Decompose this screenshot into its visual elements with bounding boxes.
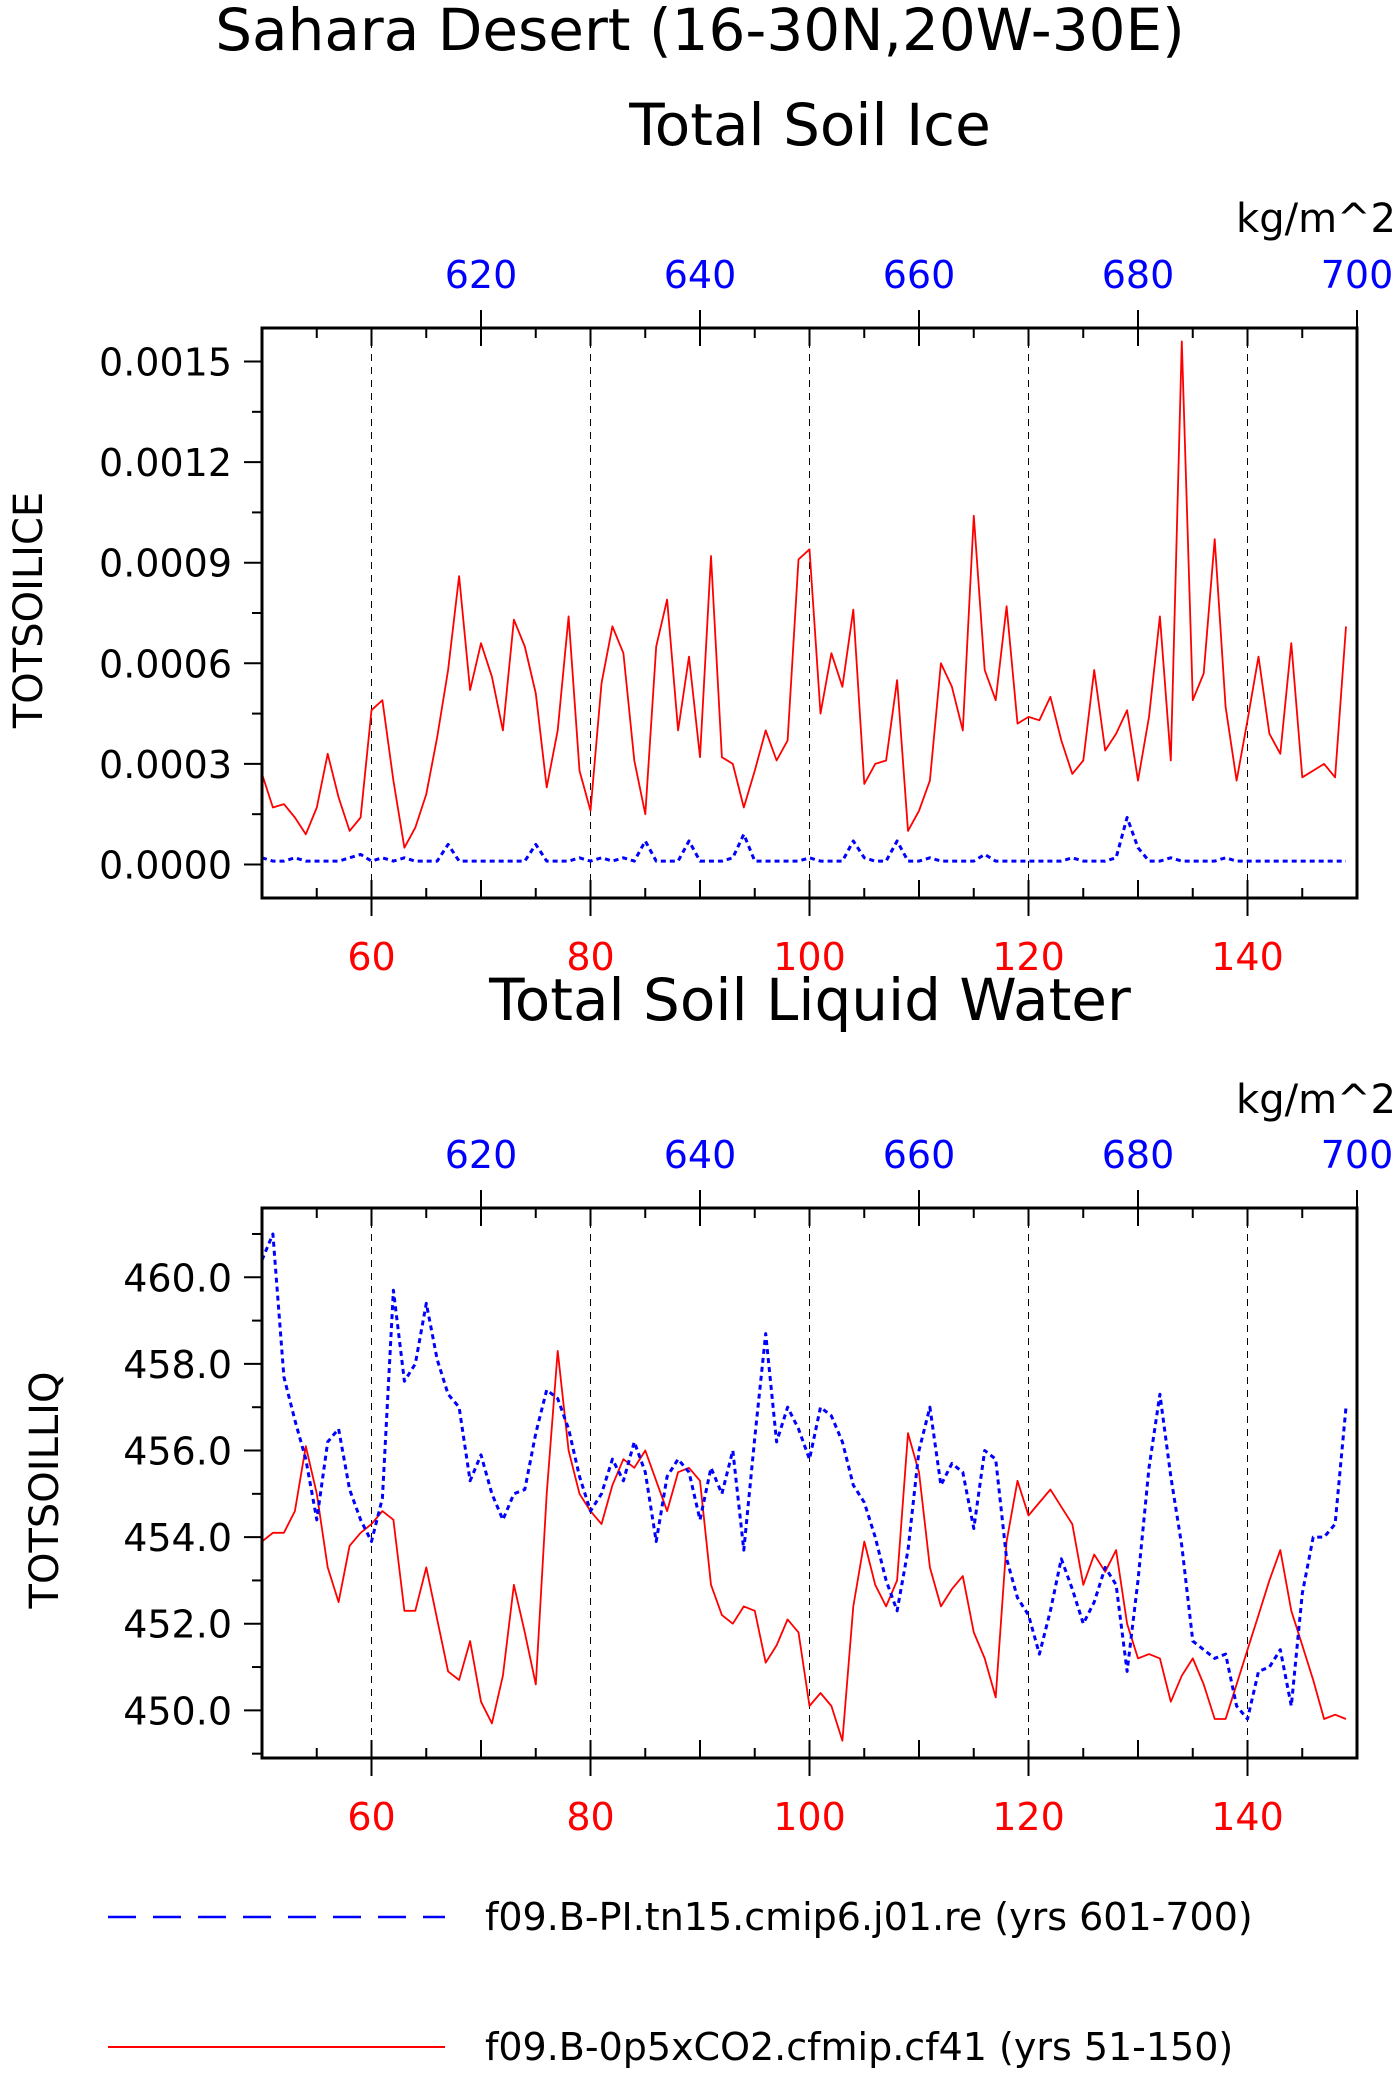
x-bottom-tick-label: 140 [1211,935,1284,979]
x-top-tick-label: 700 [1321,253,1394,297]
y-tick-label: 0.0003 [99,743,232,787]
x-bottom-tick-label: 60 [347,935,395,979]
x-bottom-tick-label: 120 [992,1795,1065,1839]
x-top-tick-label: 620 [445,1133,518,1177]
panel1-plot-frame [260,326,1359,900]
y-tick-label: 454.0 [123,1516,232,1560]
soil-liquid-panel: kg/m^2 TOTSOILLIQ 60 80 100 120 140 620 640 660… [22,1077,1396,1839]
y-tick-label: 450.0 [123,1689,232,1733]
y-tick-label: 456.0 [123,1430,232,1474]
series-line-red [261,340,1347,849]
panel2-plot-frame [260,1206,1359,1760]
x-bottom-tick-label: 80 [566,935,614,979]
x-bottom-tick-label: 80 [566,1795,614,1839]
x-bottom-tick-label: 100 [773,935,846,979]
y-tick-label: 0.0012 [99,441,232,485]
series-line-blue [261,816,1346,863]
panel2-y-axis-label: TOTSOILLIQ [22,1372,68,1610]
x-bottom-tick-label: 60 [347,1795,395,1839]
y-tick-label: 458.0 [123,1343,232,1387]
x-top-tick-label: 700 [1321,1133,1394,1177]
figure-title: Sahara Desert (16-30N,20W-30E) [215,0,1185,64]
y-tick-label: 0.0006 [99,642,232,686]
x-bottom-tick-label: 140 [1211,1795,1284,1839]
x-top-tick-label: 660 [883,1133,956,1177]
panel1-title: Total Soil Ice [628,91,991,159]
y-tick-label: 0.0000 [99,843,232,887]
y-tick-label: 452.0 [123,1603,232,1647]
y-tick-label: 0.0009 [99,542,232,586]
panel1-units-label: kg/m^2 [1236,196,1396,242]
x-bottom-tick-label: 120 [992,935,1065,979]
legend-blue-label: f09.B-PI.tn15.cmip6.j01.re (yrs 601-700) [485,1895,1253,1939]
x-top-tick-label: 640 [664,1133,737,1177]
panel2-title: Total Soil Liquid Water [488,966,1131,1034]
y-tick-label: 460.0 [123,1256,232,1300]
panel2-units-label: kg/m^2 [1236,1077,1396,1123]
panel1-y-axis-label: TOTSOILICE [6,492,52,729]
legend-red-label: f09.B-0p5xCO2.cfmip.cf41 (yrs 51-150) [485,2025,1233,2069]
x-bottom-tick-label: 100 [773,1795,846,1839]
y-tick-label: 0.0015 [99,341,232,385]
x-top-tick-label: 640 [664,253,737,297]
x-top-tick-label: 620 [445,253,518,297]
soil-ice-panel: kg/m^2 TOTSOILICE 60 80 100 120 140 620 640 660… [6,196,1396,979]
x-top-tick-label: 680 [1102,1133,1175,1177]
x-top-tick-label: 660 [883,253,956,297]
series-line-red [261,1350,1347,1742]
series-line-blue [260,1232,1348,1721]
x-top-tick-label: 680 [1102,253,1175,297]
legend: f09.B-PI.tn15.cmip6.j01.re (yrs 601-700)… [108,1895,1253,2069]
